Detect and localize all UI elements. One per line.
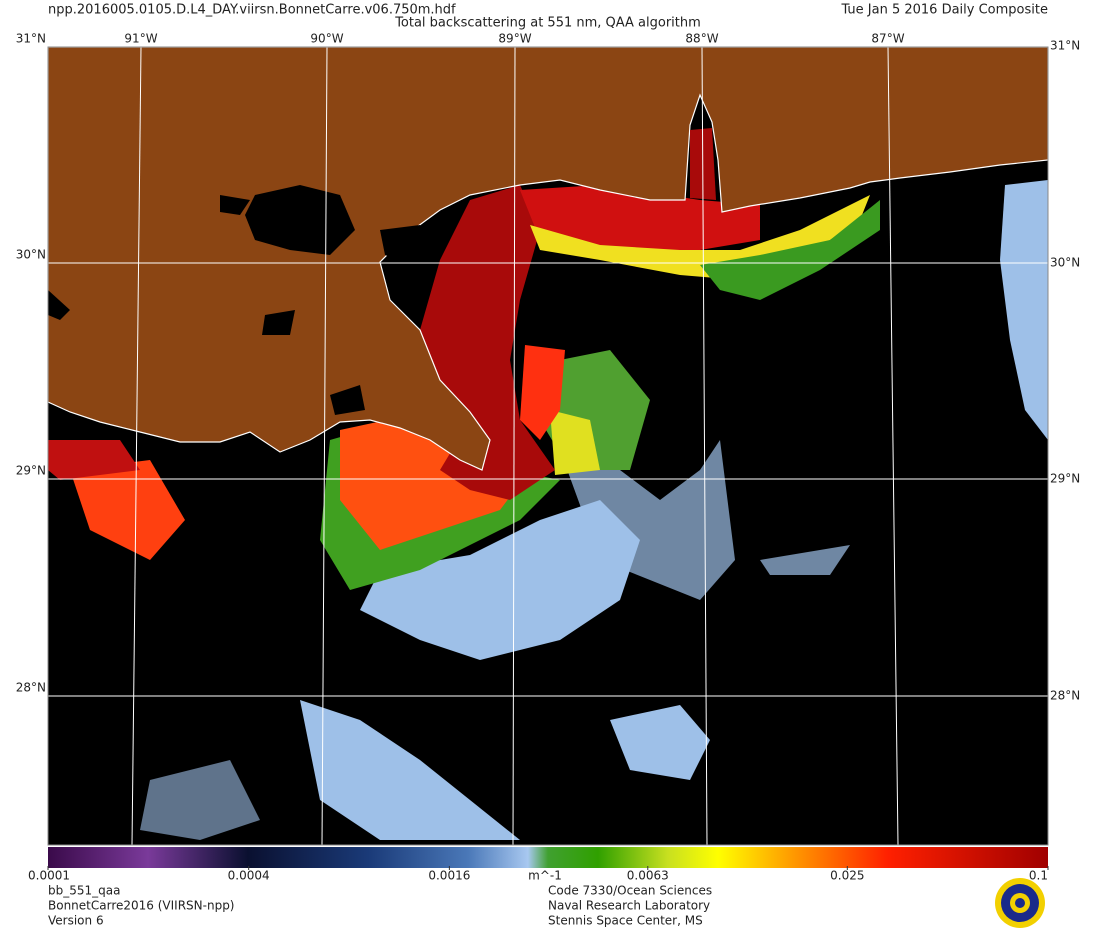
colorbar-tick-label: 0.0004 — [228, 869, 270, 883]
latitude-label: 30°N — [16, 248, 46, 262]
longitude-label: 90°W — [310, 32, 343, 46]
map-frame — [47, 46, 1049, 846]
longitude-label: 87°W — [871, 32, 904, 46]
inland-water — [48, 128, 716, 415]
longitude-label: 91°W — [124, 32, 157, 46]
colorbar-tick-label: 0.0063 — [627, 869, 669, 883]
product-info: BonnetCarre2016 (VIIRSN-npp) — [48, 899, 235, 913]
longitude-label: 89°W — [498, 32, 531, 46]
colorbar-ticks: 0.0001 0.0004 0.0016 0.0063 0.025 0.1 — [28, 866, 1049, 883]
low-backscatter-patches — [140, 180, 1048, 840]
graticule-labels: 91°W 90°W 89°W 88°W 87°W 31°N 31°N 30°N 30°N 29°N… — [16, 32, 1081, 703]
map-area — [47, 46, 1049, 846]
organization-info: Stennis Space Center, MS — [548, 914, 703, 928]
graticule — [48, 46, 1048, 846]
latitude-label: 29°N — [16, 464, 46, 478]
organization-info: Naval Research Laboratory — [548, 899, 710, 913]
longitude-label: 88°W — [685, 32, 718, 46]
latitude-label: 31°N — [16, 32, 46, 46]
colorbar-tick-label: 0.0001 — [28, 869, 70, 883]
composite-date: Tue Jan 5 2016 Daily Composite — [840, 3, 1048, 18]
colorbar — [48, 847, 1048, 868]
latitude-label: 28°N — [16, 681, 46, 695]
organization-info: Code 7330/Ocean Sciences — [548, 884, 712, 898]
colorbar-tick-label: 0.1 — [1029, 869, 1048, 883]
colorbar-tick-label: 0.025 — [830, 869, 864, 883]
latitude-label: 31°N — [1050, 39, 1080, 53]
colorbar-unit: m^-1 — [528, 869, 562, 883]
colorbar-tick-label: 0.0016 — [428, 869, 470, 883]
latitude-label: 29°N — [1050, 472, 1080, 486]
plume — [48, 185, 880, 590]
map-title: Total backscattering at 551 nm, QAA algo… — [394, 16, 701, 31]
latitude-label: 30°N — [1050, 256, 1080, 270]
product-info: bb_551_qaa — [48, 884, 120, 898]
nrl-logo — [995, 878, 1045, 928]
product-info: Version 6 — [48, 914, 104, 928]
file-name: npp.2016005.0105.D.L4_DAY.viirsn.BonnetC… — [48, 3, 456, 18]
latitude-label: 28°N — [1050, 689, 1080, 703]
